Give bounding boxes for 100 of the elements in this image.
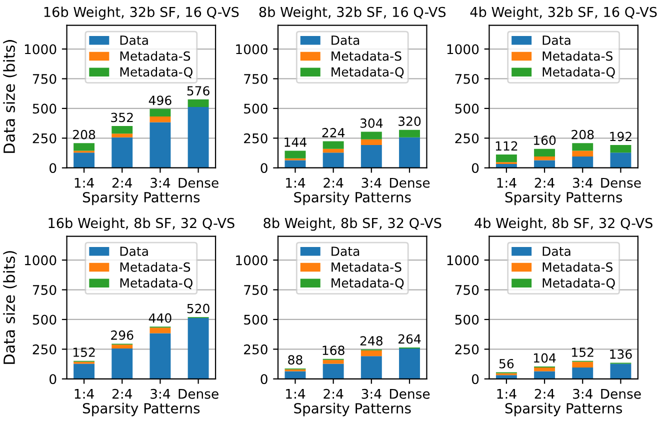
y-tick-label: 0 bbox=[50, 163, 56, 174]
bar bbox=[534, 160, 556, 168]
total-label: 224 bbox=[322, 128, 345, 138]
x-tick-label: 3:4 bbox=[573, 178, 592, 188]
bar bbox=[150, 122, 171, 168]
x-tick-label: 2:4 bbox=[112, 388, 132, 399]
chart-title: 8b Weight, 8b SF, 32 Q-VS bbox=[264, 218, 442, 231]
bar bbox=[399, 137, 420, 168]
bar bbox=[322, 360, 344, 364]
bar bbox=[534, 148, 556, 156]
total-label: 496 bbox=[148, 96, 172, 106]
total-label: 56 bbox=[499, 358, 514, 368]
bar bbox=[284, 150, 306, 158]
y-tick-label: 750 bbox=[244, 284, 268, 295]
x-tick-label: 2:4 bbox=[534, 388, 554, 399]
bar bbox=[399, 130, 420, 138]
bar bbox=[496, 154, 517, 162]
chart-title: 16b Weight, 32b SF, 16 Q-VS bbox=[44, 6, 239, 20]
total-label: 192 bbox=[610, 132, 632, 142]
legend-label: Metadata-Q bbox=[120, 278, 192, 290]
legend-label: Data bbox=[542, 36, 570, 45]
y-tick-label: 0 bbox=[50, 374, 56, 384]
bar bbox=[284, 371, 306, 379]
legend-label: Metadata-Q bbox=[332, 66, 404, 78]
bar bbox=[572, 150, 594, 156]
bar bbox=[112, 137, 133, 168]
x-tick-label: Dense bbox=[390, 178, 430, 188]
y-tick-label: 250 bbox=[244, 344, 268, 354]
x-tick-label: 2:4 bbox=[534, 178, 554, 188]
total-label: 144 bbox=[284, 138, 306, 147]
bar bbox=[610, 152, 632, 168]
y-tick-label: 500 bbox=[244, 104, 268, 114]
bar bbox=[74, 364, 95, 379]
y-tick-label: 750 bbox=[32, 284, 56, 295]
y-tick-label: 250 bbox=[455, 344, 479, 354]
legend-label: Metadata-Q bbox=[120, 66, 192, 78]
legend-label: Metadata-Q bbox=[542, 278, 615, 290]
legend-label: Metadata-S bbox=[332, 51, 402, 61]
bar bbox=[534, 156, 556, 160]
x-axis-title: Sparsity Patterns bbox=[294, 192, 411, 206]
x-axis-title: Sparsity Patterns bbox=[82, 402, 200, 416]
legend-label: Metadata-S bbox=[542, 262, 613, 272]
y-tick-label: 500 bbox=[455, 314, 479, 325]
bar bbox=[112, 344, 133, 348]
bar bbox=[360, 145, 382, 168]
bar bbox=[534, 371, 556, 379]
total-label: 320 bbox=[398, 116, 421, 126]
total-label: 88 bbox=[288, 355, 302, 365]
y-tick-label: 0 bbox=[472, 374, 479, 384]
y-tick-label: 500 bbox=[32, 104, 56, 114]
x-tick-label: 3:4 bbox=[362, 388, 382, 399]
y-tick-label: 250 bbox=[32, 133, 56, 144]
legend-label: Metadata-S bbox=[542, 51, 613, 61]
bar bbox=[322, 141, 344, 149]
bar bbox=[188, 107, 209, 168]
y-axis-title: Data size (bits) bbox=[3, 251, 17, 364]
y-tick-label: 500 bbox=[455, 104, 479, 114]
x-tick-label: 2:4 bbox=[324, 178, 344, 188]
total-label: 152 bbox=[572, 348, 594, 357]
y-tick-label: 750 bbox=[244, 74, 268, 84]
y-tick-label: 1000 bbox=[236, 255, 268, 266]
total-label: 112 bbox=[496, 141, 518, 151]
x-tick-label: Dense bbox=[178, 178, 218, 188]
bar bbox=[322, 152, 344, 168]
total-label: 304 bbox=[360, 118, 383, 128]
x-tick-label: 3:4 bbox=[150, 388, 170, 399]
total-label: 208 bbox=[73, 130, 96, 140]
y-tick-label: 250 bbox=[455, 133, 479, 144]
x-tick-label: Dense bbox=[390, 389, 430, 399]
legend-label: Metadata-S bbox=[332, 262, 402, 272]
bar bbox=[112, 134, 133, 138]
total-label: 104 bbox=[534, 353, 556, 363]
x-tick-label: 3:4 bbox=[573, 388, 592, 399]
bar bbox=[360, 139, 382, 146]
y-tick-label: 750 bbox=[455, 74, 479, 84]
total-label: 352 bbox=[111, 112, 133, 122]
y-tick-label: 1000 bbox=[447, 255, 479, 266]
bar bbox=[360, 356, 382, 379]
bar bbox=[112, 348, 133, 379]
x-axis-title: Sparsity Patterns bbox=[505, 192, 622, 206]
x-axis-title: Sparsity Patterns bbox=[294, 402, 411, 416]
chart-title: 4b Weight, 32b SF, 16 Q-VS bbox=[470, 6, 657, 20]
total-label: 296 bbox=[111, 330, 134, 340]
x-tick-label: Dense bbox=[178, 389, 218, 399]
total-label: 160 bbox=[534, 136, 556, 145]
x-tick-label: 1:4 bbox=[74, 178, 94, 188]
legend-label: Data bbox=[120, 246, 148, 256]
bar bbox=[188, 99, 209, 108]
total-label: 152 bbox=[73, 348, 95, 357]
bar bbox=[322, 364, 344, 379]
legend-label: Metadata-Q bbox=[542, 66, 615, 78]
total-label: 264 bbox=[398, 334, 421, 344]
y-tick-label: 1000 bbox=[24, 255, 56, 266]
y-axis-title: Data size (bits) bbox=[3, 40, 17, 153]
legend-label: Data bbox=[332, 36, 360, 45]
y-tick-label: 0 bbox=[260, 374, 268, 384]
y-tick-label: 0 bbox=[260, 163, 268, 174]
x-tick-label: 1:4 bbox=[497, 389, 516, 399]
x-tick-label: Dense bbox=[601, 178, 641, 188]
x-tick-label: 3:4 bbox=[362, 178, 382, 188]
